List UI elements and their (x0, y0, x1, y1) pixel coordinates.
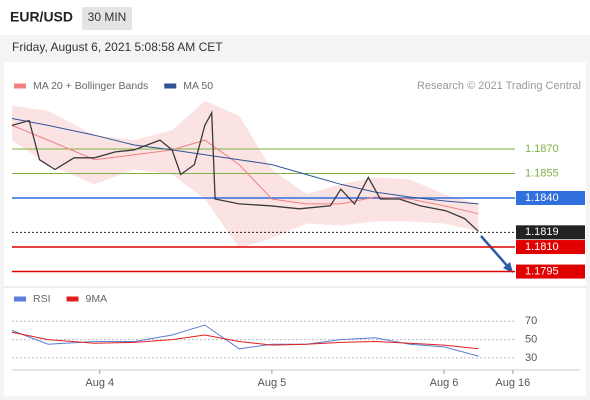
level-label-box (516, 240, 585, 255)
level-label: 1.1819 (525, 226, 559, 238)
legend-swatch (164, 83, 177, 89)
level-label: 1.1810 (525, 241, 559, 253)
x-tick-label: Aug 6 (430, 377, 459, 389)
level-label-box (516, 264, 585, 279)
y-tick-label: 50 (525, 334, 537, 346)
y-tick-label: 30 (525, 352, 537, 364)
chart-bg (4, 62, 586, 396)
timeframe[interactable]: 30 MIN (88, 10, 127, 24)
x-tick-label: Aug 4 (85, 377, 114, 389)
series-line (11, 118, 479, 205)
level-label-box (516, 225, 585, 240)
credit: Research © 2021 Trading Central (417, 80, 581, 92)
level-label: 1.1840 (525, 192, 559, 204)
level-label: 1.1855 (525, 167, 559, 179)
timestamp: Friday, August 6, 2021 5:08:58 AM CET (12, 40, 223, 54)
legend-label: MA 50 (183, 80, 213, 92)
bollinger-band (12, 100, 479, 249)
legend-label: 9MA (86, 293, 108, 305)
level-label: 1.1795 (525, 265, 559, 277)
price-line (11, 110, 479, 232)
x-tick-label: Aug 16 (495, 377, 530, 389)
series-line (11, 331, 479, 350)
x-tick-label: Aug 5 (258, 377, 287, 389)
level-label: 1.1870 (525, 143, 559, 155)
level-label-box (516, 190, 585, 205)
forecast-arrow (480, 235, 511, 270)
legend-swatch (14, 83, 26, 89)
series-line (11, 124, 479, 215)
forecast-arrow-head (503, 262, 513, 273)
y-tick-label: 70 (525, 315, 537, 327)
symbol: EUR/USD (10, 9, 73, 25)
legend-label: RSI (33, 293, 51, 305)
legend-swatch (14, 296, 26, 302)
timeframe-box[interactable] (82, 7, 132, 30)
legend-swatch (66, 296, 79, 302)
legend-label: MA 20 + Bollinger Bands (33, 80, 148, 92)
